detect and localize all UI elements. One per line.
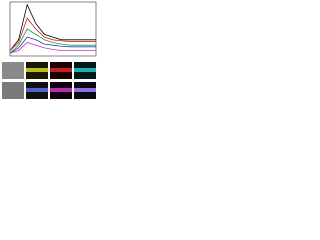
series-line (9, 17, 96, 51)
panel (2, 62, 24, 79)
panel (2, 82, 24, 99)
panel-signal (50, 88, 72, 92)
series-line (9, 36, 96, 54)
plot-frame (9, 1, 97, 57)
micrograph-panels (2, 62, 96, 99)
series-line (9, 3, 96, 51)
panel-signal (50, 68, 72, 72)
panel-signal (74, 88, 96, 92)
panel-signal (74, 68, 96, 72)
figure (2, 1, 97, 99)
panel-signal (26, 68, 48, 72)
series-line (9, 42, 96, 54)
page: (() => { const data = JSON.parse(documen… (0, 0, 320, 101)
series-line (9, 28, 96, 54)
panel-signal (26, 88, 48, 92)
